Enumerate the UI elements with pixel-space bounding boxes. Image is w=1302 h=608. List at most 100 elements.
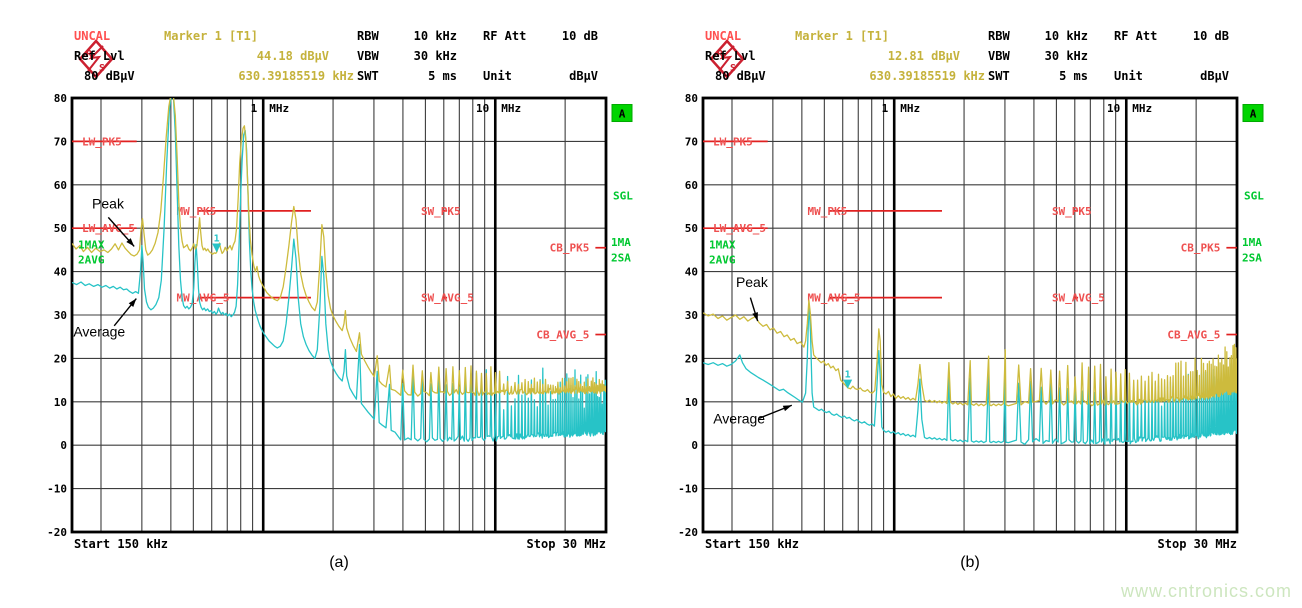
marker-1: 1 [212,233,222,253]
y-tick-label: 0 [60,439,67,452]
limit-label-MW_AVG_5: MW_AVG_5 [177,292,230,305]
ref-level-label: Ref Lvl [705,49,756,63]
rbw-label: RBW [357,29,379,43]
rs-logo: R S [35,25,115,96]
decade-unit: MHz [1132,102,1152,115]
limit-label-MW_AVG_5: MW_AVG_5 [808,292,861,305]
annotation-peak: Peak [736,274,769,290]
y-tick-label: 40 [54,266,67,279]
vbw-label: VBW [988,49,1010,63]
limit-label-SW_PK5: SW_PK5 [1052,205,1092,218]
screen-badge-label: A [1250,108,1257,121]
screen-badge [611,104,633,123]
svg-text:R: R [86,49,93,60]
rf-att-value: 10 dB [561,29,598,43]
annotation-arrowhead [126,238,135,247]
y-tick-label: 30 [54,309,67,322]
marker-level: 44.18 dBµV [256,49,329,63]
limit-label-LW_PK5: LW_PK5 [713,135,753,148]
detector2-label: 2SA [1242,252,1262,265]
y-tick-label: 60 [54,179,67,192]
marker-title: Marker 1 [T1] [795,29,889,43]
y-tick-label: 60 [685,179,698,192]
annotation-arrowhead [782,405,792,412]
limit-label-SW_AVG_5: SW_AVG_5 [1052,292,1105,305]
trace-peak [703,299,1237,407]
svg-text:S: S [99,63,105,74]
uncal-indicator: UNCAL [74,29,111,43]
x-axis-range: Start 150 kHz Stop 30 MHz [705,537,1237,551]
decade-value: 10 [1107,102,1120,115]
x-axis-decade-labels: 1 MHz 10 MHz [251,102,522,115]
marker-number: 1 [214,233,220,244]
subfigure-caption-b: (b) [960,554,980,571]
limit-label-MW_PK5: MW_PK5 [177,205,217,218]
rbw-value: 10 kHz [413,29,457,43]
annotation-arrowhead [752,312,758,322]
marker-level: 12.81 dBµV [887,49,960,63]
y-tick-label: 70 [54,135,67,148]
unit-value: dBµV [1200,69,1229,83]
annotations: Peak Average [713,274,793,427]
vbw-value: 30 kHz [1044,49,1088,63]
trace2-mode-label: 2AVG [78,253,105,266]
swt-value: 5 ms [428,69,457,83]
uncal-indicator: UNCAL [705,29,742,43]
y-tick-label: 10 [685,396,698,409]
plot-frame [70,96,608,534]
panel-a: R S UNCAL Ref Lvl 80 dBµV Marker 1 [T1] … [34,20,634,600]
limit-label-CB_AVG_5: CB_AVG_5 [1167,329,1220,342]
trace1-mode-label: 1MAX [78,239,105,252]
unit-value: dBµV [569,69,598,83]
limit-label-LW_AVG_5: LW_AVG_5 [82,222,135,235]
sweep-mode-label: SGL [613,190,633,203]
x-axis-decade-labels: 1 MHz 10 MHz [882,102,1153,115]
ref-level-value: 80 dBµV [715,69,766,83]
y-tick-label: 30 [685,309,698,322]
rf-att-label: RF Att [1114,29,1158,43]
svg-text:S: S [730,63,736,74]
y-tick-label: -20 [47,526,67,539]
stop-frequency-label: Stop 30 MHz [1158,537,1237,551]
sweep-mode-label: SGL [1244,190,1264,203]
vbw-value: 30 kHz [413,49,457,63]
annotation-average: Average [713,411,765,427]
limit-label-SW_PK5: SW_PK5 [421,205,461,218]
limit-lines: LW_PK5 LW_AVG_5 MW_PK5 MW_AVG_5 SW_PK5 SW_AVG… [72,135,606,342]
stop-frequency-label: Stop 30 MHz [527,537,606,551]
marker-1: 1 [843,370,853,389]
marker-frequency: 630.39185519 kHz [238,69,354,83]
annotation-arrowhead [128,298,137,307]
y-tick-label: 10 [54,396,67,409]
limit-label-CB_PK5: CB_PK5 [1181,242,1221,255]
rs-logo: R S [666,25,746,96]
rbw-label: RBW [988,29,1010,43]
start-frequency-label: Start 150 kHz [705,537,799,551]
screen-badge-label: A [619,108,626,121]
decade-value: 1 [251,102,258,115]
swt-label: SWT [988,69,1010,83]
decade-unit: MHz [501,102,521,115]
marker-frequency: 630.39185519 kHz [869,69,985,83]
svg-text:R: R [717,49,724,60]
limit-lines: LW_PK5 LW_AVG_5 MW_PK5 MW_AVG_5 SW_PK5 SW_AVG… [703,135,1237,342]
swt-label: SWT [357,69,379,83]
limit-label-LW_PK5: LW_PK5 [82,135,122,148]
annotations: Peak Average [73,196,137,340]
limit-label-LW_AVG_5: LW_AVG_5 [713,222,766,235]
limit-label-SW_AVG_5: SW_AVG_5 [421,292,474,305]
panel-b: R S UNCAL Ref Lvl 80 dBµV Marker 1 [T1] … [665,20,1265,600]
rbw-value: 10 kHz [1044,29,1088,43]
detector1-label: 1MA [1242,236,1262,249]
grid [703,98,1237,532]
trace-peak [72,98,606,397]
y-tick-label: -10 [678,483,698,496]
rf-att-label: RF Att [483,29,527,43]
decade-value: 10 [476,102,489,115]
marker-title: Marker 1 [T1] [164,29,258,43]
watermark: www.cntronics.com [1120,581,1292,601]
